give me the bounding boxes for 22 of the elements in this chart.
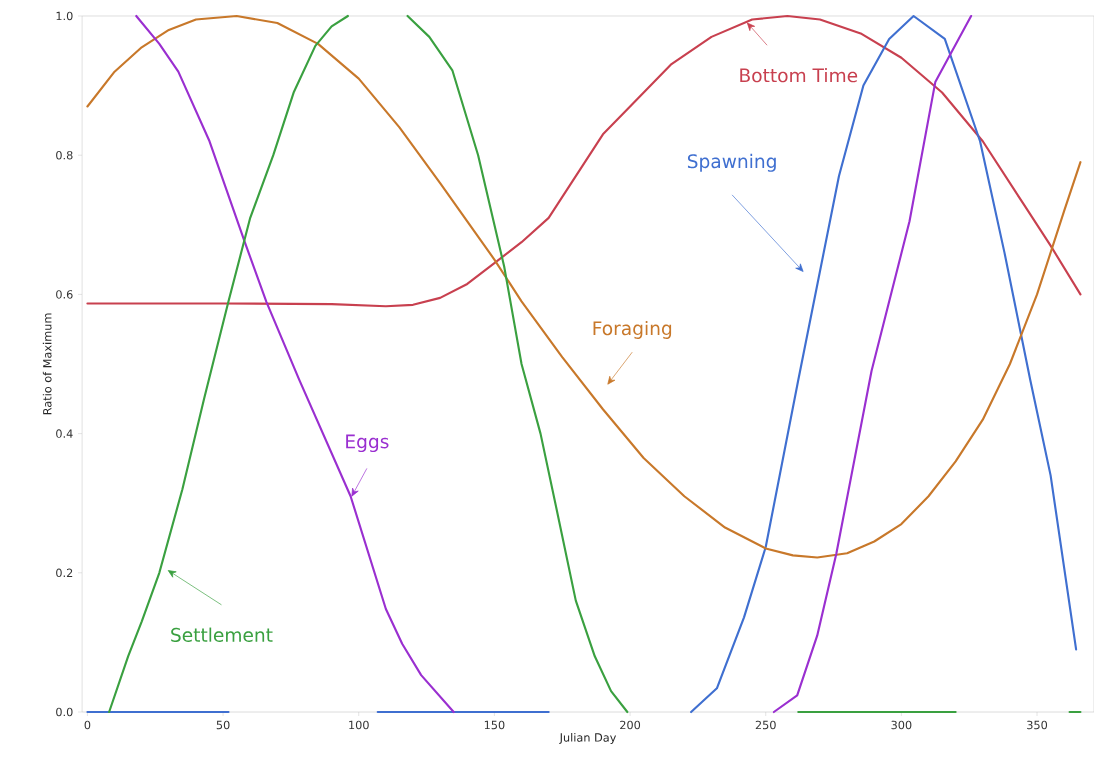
x-tick-label: 100	[349, 720, 369, 730]
y-tick-label: 0.6	[56, 290, 73, 299]
x-tick-label: 200	[620, 720, 641, 730]
series-label: Settlement	[171, 627, 273, 642]
line-series	[86, 14, 1082, 559]
x-tick-label: 50	[216, 720, 230, 730]
series-label: Foraging	[593, 320, 672, 339]
text: Spawning	[687, 153, 776, 172]
y-tick-label: 0.8	[56, 150, 73, 160]
x-tick-label: 250	[755, 720, 776, 730]
series-label: Eggs	[346, 434, 389, 453]
series-label: Bottom Time	[740, 67, 858, 83]
x-tick-label: 0	[84, 720, 91, 730]
x-tick-label: 350	[1027, 720, 1048, 730]
x-tick-label: 150	[484, 720, 505, 730]
x-tick-label: 300	[891, 720, 912, 730]
y-tick-label: 0.4	[56, 429, 73, 438]
y-tick-label: 1.0	[56, 11, 73, 21]
x-axis-title: Julian Day	[559, 733, 617, 744]
y-axis-title: Ratio of Maximum	[42, 313, 52, 415]
y-tick-label: 0.0	[56, 707, 73, 717]
y-tick-label: 0.2	[56, 568, 73, 578]
